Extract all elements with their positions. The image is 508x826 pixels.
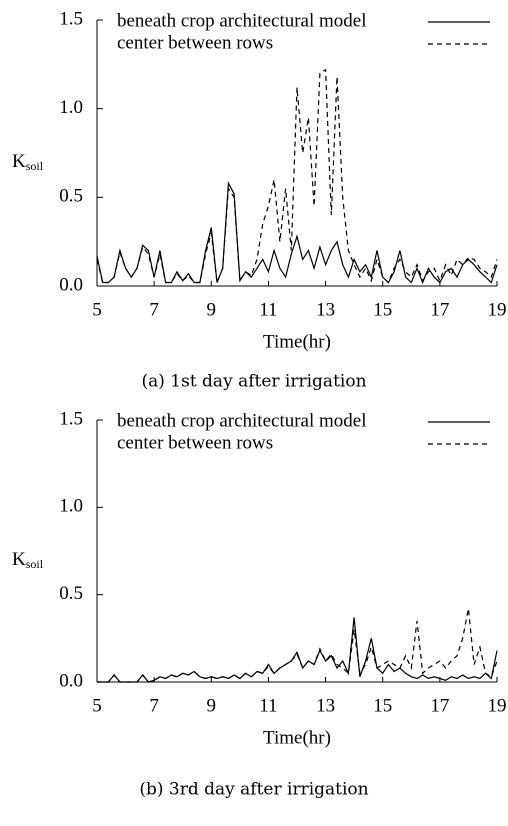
chart: 0.0 0.5 1.0 1.5 5 7 9 11 13 15 17 19 Time(hr) Ksoil (a… [12, 8, 507, 391]
series-line [97, 617, 498, 683]
y-tick-label: 0.0 [59, 670, 83, 691]
y-tick-label: 0.0 [59, 274, 83, 295]
x-tick-label: 9 [207, 695, 217, 716]
y-tick-label: 0.5 [59, 583, 83, 604]
x-tick-label: 15 [373, 299, 392, 320]
x-tick-label: 15 [373, 695, 392, 716]
x-tick-label: 5 [92, 695, 102, 716]
y-axis-label-sub: soil [26, 557, 44, 571]
x-tick-label: 17 [430, 299, 449, 320]
legend-label: beneath crop architectural model [117, 410, 367, 431]
caption: (a) 1st day after irrigation [141, 372, 366, 392]
x-tick-label: 19 [488, 695, 507, 716]
chart: 0.0 0.5 1.0 1.5 5 7 9 11 13 15 17 19 Time(hr) Ksoil (b… [12, 408, 507, 799]
x-tick-label: 11 [259, 695, 277, 716]
x-tick-label: 7 [149, 695, 159, 716]
x-tick-label: 17 [430, 695, 449, 716]
x-tick-label: 11 [259, 299, 277, 320]
y-axis-label-main: K [12, 151, 26, 172]
y-axis-label-sub: soil [26, 159, 44, 173]
series-line [97, 608, 498, 683]
caption: (b) 3rd day after irrigation [139, 780, 368, 800]
y-tick-label: 1.5 [59, 8, 83, 29]
legend-label: center between rows [117, 32, 273, 53]
y-axis-label: Ksoil [12, 549, 44, 570]
y-tick-label: 0.5 [59, 186, 83, 207]
x-tick-label: 19 [488, 299, 507, 320]
x-tick-label: 5 [92, 299, 102, 320]
x-axis-label: Time(hr) [263, 727, 331, 748]
y-tick-label: 1.0 [59, 97, 83, 118]
x-tick-label: 13 [316, 299, 335, 320]
y-tick-label: 1.5 [59, 408, 83, 429]
legend-label: center between rows [117, 432, 273, 453]
y-axis-label-main: K [12, 549, 26, 570]
x-tick-label: 13 [316, 695, 335, 716]
x-tick-label: 9 [207, 299, 217, 320]
y-tick-label: 1.0 [59, 496, 83, 517]
series-line [96, 180, 498, 285]
legend-label: beneath crop architectural model [117, 10, 367, 31]
x-tick-label: 7 [149, 299, 159, 320]
x-axis-label: Time(hr) [263, 331, 331, 352]
series-line [96, 68, 498, 284]
y-axis-label: Ksoil [12, 151, 44, 172]
